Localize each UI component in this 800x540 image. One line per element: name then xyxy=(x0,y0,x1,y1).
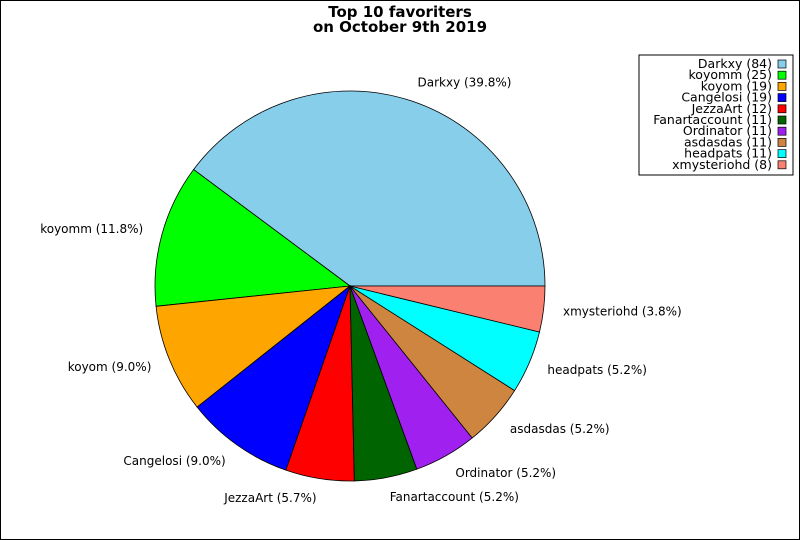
legend-label-koyomm: koyomm (25) xyxy=(689,67,772,82)
legend-swatch-asdasdas xyxy=(777,138,787,147)
slice-label-koyomm: koyomm (11.8%) xyxy=(40,222,143,236)
slice-label-koyom: koyom (9.0%) xyxy=(68,360,152,374)
legend-label-jezzaart: JezzaArt (12) xyxy=(691,101,772,116)
legend-label-asdasdas: asdasdas (11) xyxy=(684,134,772,149)
legend-label-fanartaccount: Fanartaccount (11) xyxy=(653,112,772,127)
legend-swatch-jezzaart xyxy=(777,104,787,114)
legend-swatch-ordinator xyxy=(777,126,787,136)
slice-label-fanartaccount: Fanartaccount (5.2%) xyxy=(390,490,519,504)
legend-label-cangelosi: Cangelosi (19) xyxy=(681,90,772,105)
legend-swatch-cangelosi xyxy=(777,93,787,102)
slice-label-asdasdas: asdasdas (5.2%) xyxy=(510,422,610,436)
slice-labels: Darkxy (39.8%) koyomm (11.8%) koyom (9.0%)… xyxy=(40,75,682,505)
legend-swatch-darkxy xyxy=(777,59,787,69)
slice-label-headpats: headpats (5.2%) xyxy=(547,363,647,377)
legend-swatch-xmysteriohd xyxy=(777,160,787,170)
legend-swatch-koyomm xyxy=(777,70,787,80)
chart-title: Top 10 favoriters xyxy=(328,3,472,21)
slice-label-darkxy: Darkxy (39.8%) xyxy=(418,75,512,89)
pie-slice-darkxy xyxy=(193,90,546,287)
pie-slice-xmysteriohd xyxy=(349,285,546,333)
legend-swatch-headpats xyxy=(777,149,787,158)
legend-box xyxy=(638,54,794,176)
pie-slice-koyom xyxy=(155,285,352,408)
pie-slices xyxy=(154,90,546,482)
pie-slice-koyomm xyxy=(154,168,352,307)
slice-label-xmysteriohd: xmysteriohd (3.8%) xyxy=(563,305,682,319)
legend-label-ordinator: Ordinator (11) xyxy=(683,123,772,138)
legend-label-darkxy: Darkxy (84) xyxy=(698,56,772,71)
legend-label-koyom: koyom (19) xyxy=(701,78,772,93)
legend-swatch-koyom xyxy=(777,82,787,91)
legend: Darkxy (84)koyomm (25)koyom (19)Cangelos… xyxy=(638,54,794,176)
slice-label-cangelosi: Cangelosi (9.0%) xyxy=(123,454,225,468)
pie-slice-cangelosi xyxy=(196,284,351,471)
slice-label-ordinator: Ordinator (5.2%) xyxy=(455,466,556,480)
slice-label-jezzaart: JezzaArt (5.7%) xyxy=(223,491,316,505)
chart-subtitle: on October 9th 2019 xyxy=(313,18,487,36)
legend-label-xmysteriohd: xmysteriohd (8) xyxy=(672,157,772,172)
legend-swatch-fanartaccount xyxy=(777,115,787,125)
legend-label-headpats: headpats (11) xyxy=(684,146,772,161)
